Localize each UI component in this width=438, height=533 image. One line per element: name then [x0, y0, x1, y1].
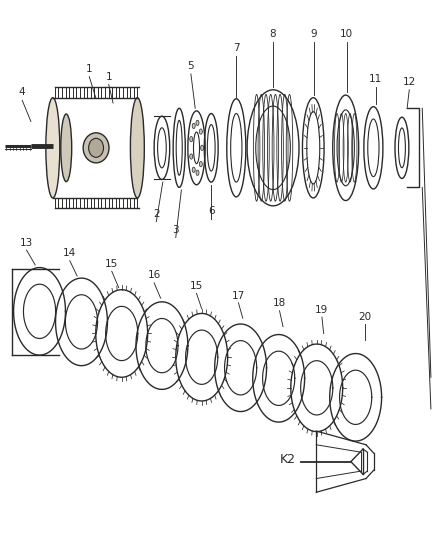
Text: 1: 1 — [106, 71, 112, 82]
Text: 17: 17 — [232, 290, 245, 301]
Ellipse shape — [61, 114, 72, 182]
Text: 6: 6 — [208, 206, 215, 216]
Ellipse shape — [88, 138, 103, 157]
Ellipse shape — [46, 98, 60, 198]
Ellipse shape — [190, 154, 193, 159]
Text: 4: 4 — [19, 87, 25, 98]
Text: 7: 7 — [233, 43, 240, 53]
Ellipse shape — [83, 133, 109, 163]
Ellipse shape — [192, 167, 195, 172]
Text: 2: 2 — [153, 209, 159, 219]
Text: 20: 20 — [359, 312, 372, 321]
Text: 15: 15 — [105, 259, 118, 269]
Text: 18: 18 — [273, 298, 286, 309]
Text: 3: 3 — [173, 224, 179, 235]
Text: 15: 15 — [190, 281, 203, 291]
Text: 1: 1 — [86, 64, 92, 74]
Ellipse shape — [199, 161, 202, 167]
Text: 19: 19 — [315, 305, 328, 315]
Text: K2: K2 — [280, 453, 296, 465]
Text: 10: 10 — [340, 29, 353, 39]
Ellipse shape — [201, 145, 204, 150]
Text: 16: 16 — [148, 270, 161, 280]
Ellipse shape — [131, 98, 144, 198]
Text: 13: 13 — [20, 238, 33, 248]
Ellipse shape — [192, 123, 195, 128]
Text: 14: 14 — [63, 248, 77, 259]
Ellipse shape — [199, 129, 202, 134]
Ellipse shape — [196, 120, 199, 126]
Ellipse shape — [196, 170, 199, 175]
Text: 11: 11 — [369, 74, 382, 84]
Text: 8: 8 — [270, 29, 276, 39]
Text: 12: 12 — [403, 77, 416, 87]
Text: 9: 9 — [311, 29, 318, 39]
Ellipse shape — [190, 136, 193, 142]
Text: 5: 5 — [187, 61, 194, 71]
